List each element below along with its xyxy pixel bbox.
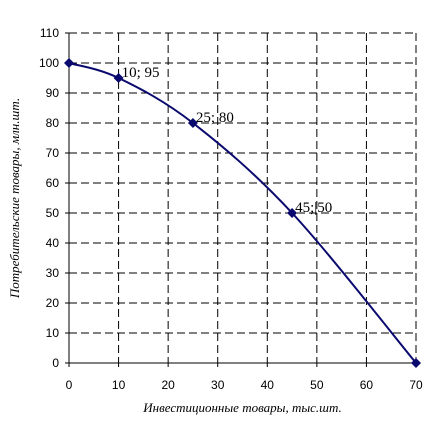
- x-tick-label: 70: [409, 378, 423, 392]
- y-tick-label: 20: [46, 296, 60, 310]
- y-tick-labels: 0 10 20 30 40 50 60 70 80 90 100 110: [39, 26, 59, 370]
- x-tick-label: 60: [360, 378, 374, 392]
- x-tick-label: 10: [112, 378, 126, 392]
- y-axis-title: Потребительские товары, млн.шт.: [7, 98, 22, 299]
- x-tick-label: 40: [261, 378, 275, 392]
- y-tick-label: 10: [46, 326, 60, 340]
- x-axis-title: Инвестиционные товары, тыс.шт.: [142, 400, 342, 415]
- x-tick-labels: 0 10 20 30 40 50 60 70: [66, 378, 423, 392]
- y-tick-label: 60: [46, 176, 60, 190]
- y-tick-label: 110: [40, 26, 59, 40]
- point-label: 25; 80: [196, 110, 234, 126]
- grid-lines: [69, 32, 417, 363]
- x-tick-label: 30: [211, 378, 225, 392]
- y-tick-label: 30: [46, 266, 60, 280]
- y-tick-label: 50: [46, 206, 60, 220]
- y-tick-label: 90: [46, 86, 60, 100]
- point-label: 10; 95: [122, 65, 160, 81]
- data-point: [64, 58, 74, 68]
- data-point: [411, 358, 421, 368]
- y-tick-label: 100: [39, 56, 59, 70]
- data-point: [287, 208, 298, 218]
- y-tick-label: 80: [46, 116, 60, 130]
- x-tick-label: 20: [161, 378, 175, 392]
- axes: [65, 32, 417, 367]
- data-point: [113, 73, 124, 83]
- data-point: [187, 118, 198, 128]
- point-labels: 10; 95 25; 80 45;|50: [122, 65, 333, 216]
- x-tick-label: 50: [310, 378, 324, 392]
- x-tick-label: 0: [66, 378, 73, 392]
- point-label: 45;|50: [295, 200, 332, 216]
- y-tick-label: 40: [46, 236, 60, 250]
- y-tick-label: 70: [46, 146, 60, 160]
- y-tick-label: 0: [52, 356, 59, 370]
- data-markers: [64, 58, 421, 368]
